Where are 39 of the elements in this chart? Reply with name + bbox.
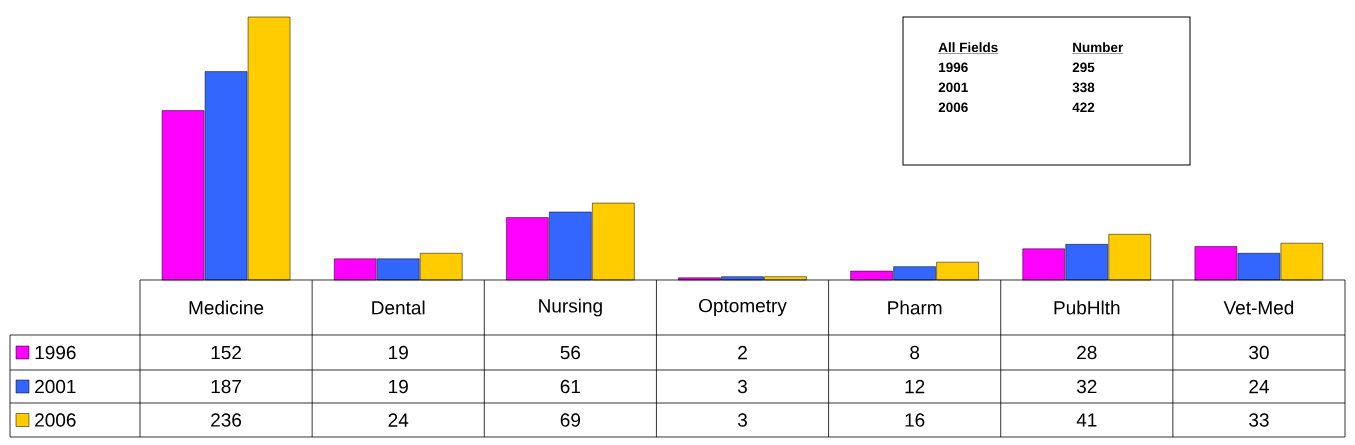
annotation: Number xyxy=(1073,42,1124,53)
data-label: 32 xyxy=(1076,379,1097,394)
data-label: 24 xyxy=(1249,379,1269,394)
data-label: 24 xyxy=(388,413,409,427)
data-label: 8 xyxy=(910,345,920,360)
annotation: All Fields xyxy=(938,42,998,53)
x-tick-label: Vet-Med xyxy=(1223,300,1294,315)
annotation: 338 xyxy=(1072,82,1095,93)
data-label: 61 xyxy=(560,379,580,394)
x-tick-label: Nursing xyxy=(539,298,602,317)
annotation: 2006 xyxy=(938,102,968,113)
data-label: 33 xyxy=(1249,413,1269,427)
annotation: 1996 xyxy=(939,62,968,73)
data-label: 187 xyxy=(211,379,241,394)
data-label: 3 xyxy=(737,413,747,427)
x-tick-label: Optometry xyxy=(699,298,787,317)
data-label: 41 xyxy=(1076,413,1097,427)
data-label: 16 xyxy=(905,413,925,427)
data-label: 2 xyxy=(738,345,747,360)
legend-label: 1996 xyxy=(35,345,76,360)
data-label: 56 xyxy=(560,345,581,360)
data-label: 30 xyxy=(1249,345,1269,360)
data-label: 69 xyxy=(560,413,581,427)
x-tick-label: Dental xyxy=(372,300,425,315)
data-label: 152 xyxy=(211,345,241,360)
legend-label: 2001 xyxy=(35,379,76,394)
data-label: 28 xyxy=(1077,345,1097,360)
data-label: 19 xyxy=(389,345,408,360)
data-label: 12 xyxy=(905,379,925,394)
x-tick-label: Pharm xyxy=(888,300,942,315)
data-label: 19 xyxy=(389,379,408,394)
annotation: 422 xyxy=(1072,102,1095,112)
data-label: 3 xyxy=(737,379,747,394)
data-label: 236 xyxy=(211,413,242,427)
annotation: 295 xyxy=(1072,62,1095,73)
x-tick-label: Medicine xyxy=(189,300,264,315)
x-tick-label: PubHlth xyxy=(1054,300,1120,315)
legend-label: 2006 xyxy=(35,413,76,427)
annotation: 2001 xyxy=(938,82,968,93)
